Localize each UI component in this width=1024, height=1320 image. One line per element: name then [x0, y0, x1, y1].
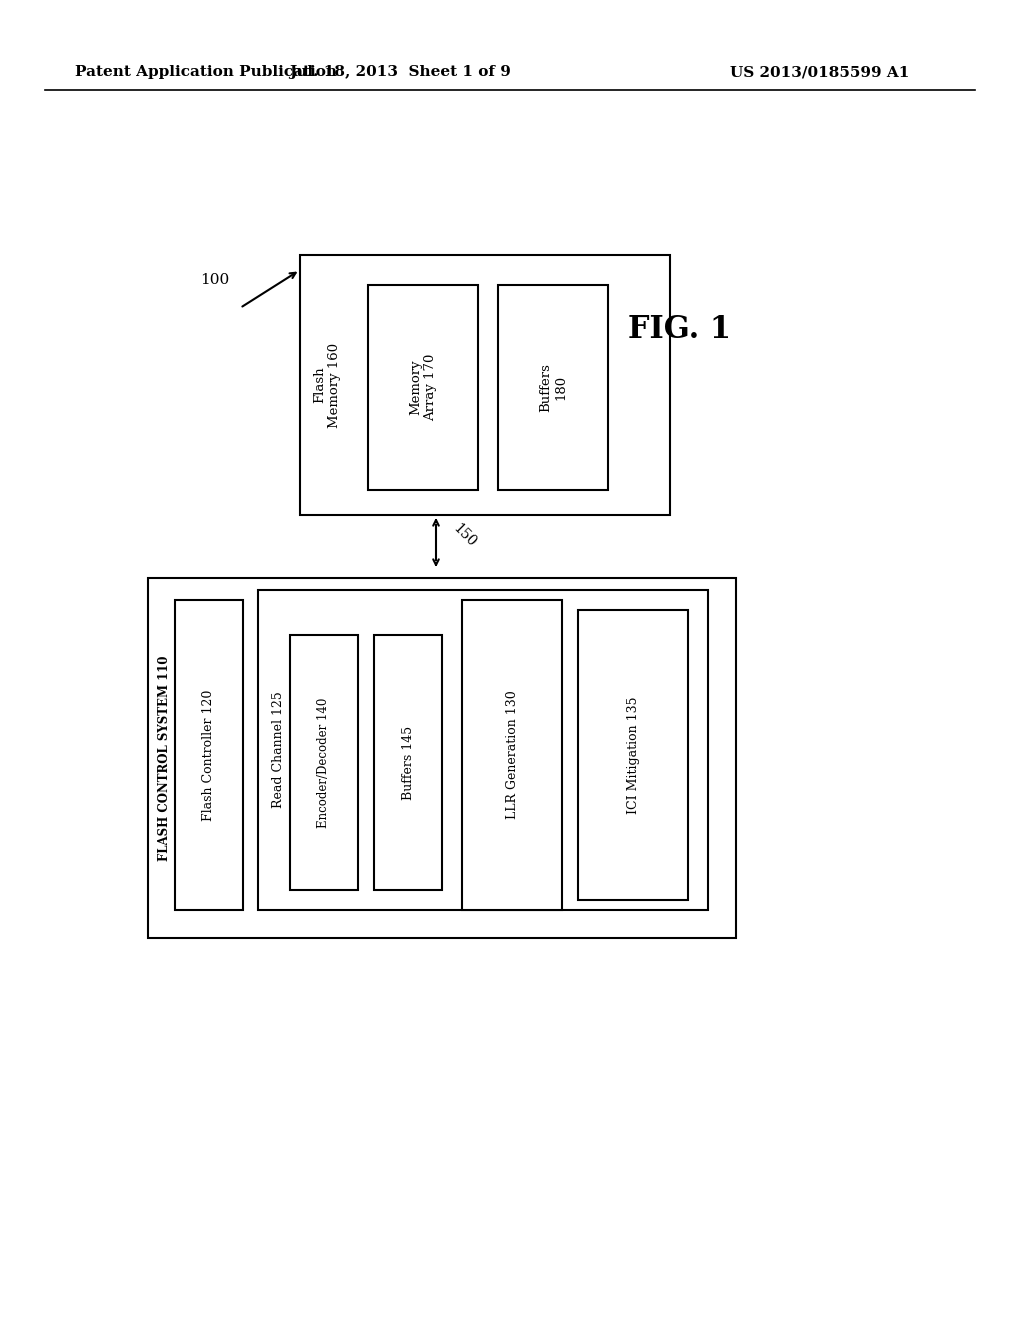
Text: FLASH CONTROL SYSTEM 110: FLASH CONTROL SYSTEM 110 — [158, 655, 171, 861]
Bar — [290, 635, 358, 890]
Text: Buffers 145: Buffers 145 — [401, 726, 415, 800]
Bar — [374, 635, 442, 890]
Bar — [300, 255, 670, 515]
Bar — [578, 610, 688, 900]
Text: Patent Application Publication: Patent Application Publication — [75, 65, 337, 79]
Text: LLR Generation 130: LLR Generation 130 — [506, 690, 518, 820]
Text: Read Channel 125: Read Channel 125 — [271, 692, 285, 808]
Bar — [175, 601, 243, 909]
Text: Jul. 18, 2013  Sheet 1 of 9: Jul. 18, 2013 Sheet 1 of 9 — [289, 65, 511, 79]
Bar — [368, 285, 478, 490]
Text: 100: 100 — [201, 273, 229, 286]
Text: US 2013/0185599 A1: US 2013/0185599 A1 — [730, 65, 909, 79]
Bar — [498, 285, 608, 490]
Bar — [462, 601, 562, 909]
Text: Memory
Array 170: Memory Array 170 — [409, 354, 437, 421]
Text: Buffers
180: Buffers 180 — [539, 363, 567, 412]
Text: Flash
Memory 160: Flash Memory 160 — [313, 342, 341, 428]
Text: Encoder/Decoder 140: Encoder/Decoder 140 — [317, 697, 331, 828]
Bar — [258, 590, 708, 909]
Text: FIG. 1: FIG. 1 — [629, 314, 731, 346]
Text: Flash Controller 120: Flash Controller 120 — [203, 689, 215, 821]
Bar — [148, 578, 736, 939]
Text: ICI Mitigation 135: ICI Mitigation 135 — [627, 696, 640, 813]
Text: 150: 150 — [450, 520, 478, 549]
